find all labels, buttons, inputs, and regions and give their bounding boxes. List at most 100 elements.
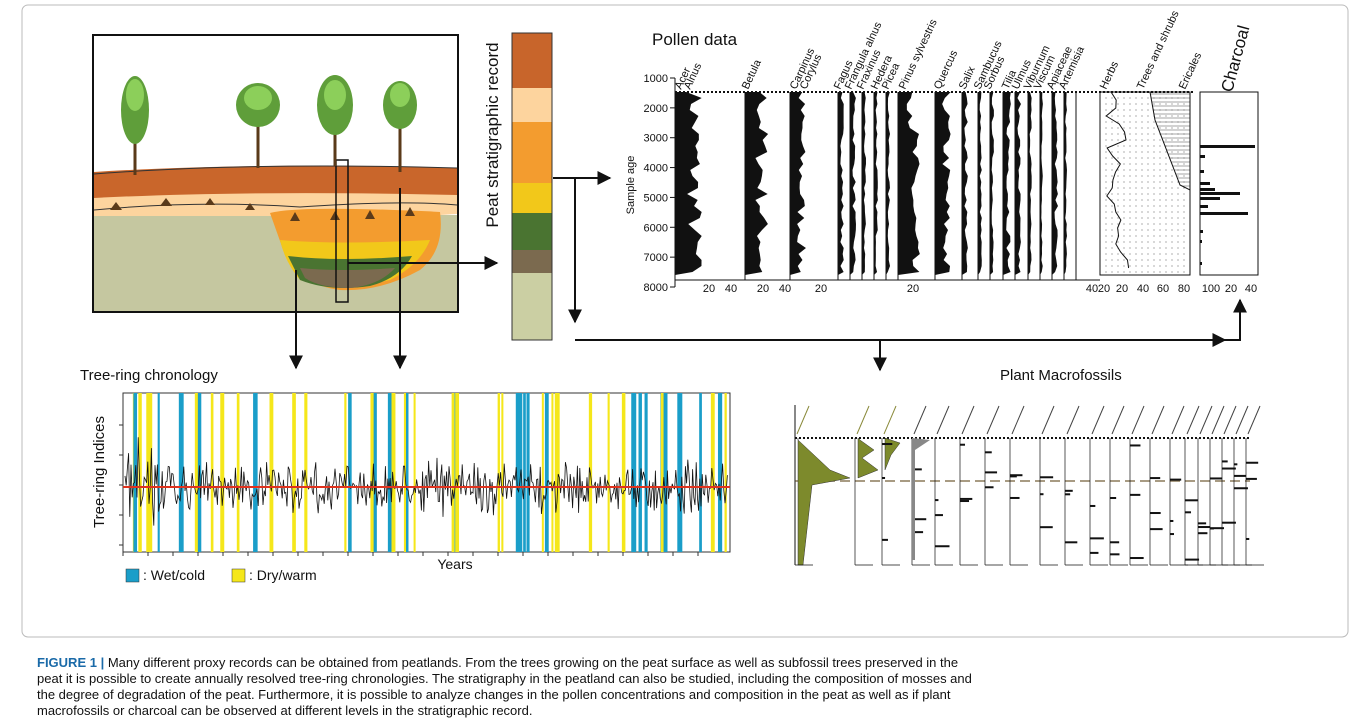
y-tick-label: 6000 [644,222,668,234]
macro-bar [1065,541,1077,543]
wet-band [253,393,258,552]
taxon-label: Ericales [1177,50,1205,91]
column-label-stroke [914,406,926,434]
macro-bar [960,500,969,502]
caption-line: Many different proxy records can be obta… [108,655,958,670]
taxon-label: Trees and shrubs [1135,9,1182,92]
charcoal-bar [1200,262,1202,265]
macro-bar [1090,505,1095,507]
macrofossil-diagram [795,405,1264,565]
caption-line: macrofossils or charcoal can be observed… [37,703,532,718]
x-tick-label: 80 [1178,283,1190,295]
charcoal-bar [1200,230,1203,233]
dry-band [292,393,296,552]
x-tick-label: 40 [725,283,737,295]
wet-band [664,393,668,552]
column-label-stroke [1187,406,1199,434]
y-tick-label: 5000 [644,192,668,204]
pollen-curve [675,92,702,275]
pollen-curve [935,92,951,275]
dry-band [542,393,544,552]
macro-bar [1130,444,1140,446]
macro-bar [1010,475,1017,477]
macro-bar [1170,533,1174,535]
column-label-stroke [1248,406,1260,434]
pollen-curve [962,92,968,275]
column-label-stroke [1172,406,1184,434]
taxon-label: Quercus [932,48,961,91]
macro-bar [1234,463,1237,465]
macro-bar [1040,476,1053,478]
macro-bar [1170,479,1181,481]
caption-line: peat it is possible to create annually r… [37,671,972,686]
macro-bar [1170,520,1173,522]
macro-bar [985,471,997,473]
macro-bar [935,545,949,547]
pollen-curve [1052,92,1058,275]
pollen-curve [790,92,806,275]
column-label-stroke [1092,406,1104,434]
pollen-curve [990,92,994,275]
column-label-stroke [1212,406,1224,434]
taxon-label: Betula [740,57,764,91]
charcoal-bar [1200,240,1202,243]
caption-line: the degree of degradation of the peat. F… [37,687,951,702]
macro-bar [1198,526,1210,528]
x-tick-label: 20 [907,283,919,295]
column-label-stroke [797,406,809,434]
dry-band [555,393,558,552]
dry-band [344,393,346,552]
tree-ring-y-label: Tree-ring Indices [91,416,108,528]
legend-swatch [232,569,245,582]
macro-bar [960,498,972,500]
pollen-curve [874,92,878,275]
stratigraphy-label: Peat stratigraphic record [483,42,502,227]
macro-bar [1110,553,1119,555]
macro-bar [1065,493,1070,495]
pollen-curve [1040,92,1043,275]
column-label-stroke [884,406,896,434]
wet-band [545,393,549,552]
x-tick-label: 100 [1202,283,1220,295]
macro-bar [1010,497,1020,499]
dry-band [220,393,224,552]
pollen-curve [1003,92,1011,275]
wet-band [718,393,722,552]
wet-band [699,393,702,552]
macro-bar [1150,528,1163,530]
dry-band [501,393,503,552]
pollen-curve [978,92,982,275]
macro-area [858,438,878,478]
column-label-stroke [1012,406,1024,434]
macro-bar [1198,522,1206,524]
figure: Peat stratigraphic record Pollen data Sa… [0,0,1355,725]
caption: FIGURE 1 | Many different proxy records … [37,655,958,670]
dry-band [195,393,198,552]
macro-bar [882,477,885,479]
macro-bar [882,539,888,541]
stratigraphic-column [512,33,552,340]
y-tick-label: 4000 [644,163,668,175]
macro-bar [1185,511,1191,513]
macro-bar [985,451,992,453]
pollen-curve [898,92,920,275]
charcoal-bar [1200,170,1204,173]
macro-bar [1090,552,1098,554]
y-tick-label: 7000 [644,252,668,264]
x-tick-label: 20 [1116,283,1128,295]
pollen-curve [1028,92,1032,275]
x-tick-label: 20 [815,283,827,295]
taxon-label: Herbs [1098,59,1121,91]
dry-band [237,393,240,552]
macro-bar [1246,462,1258,464]
column-label-stroke [987,406,999,434]
legend-label: : Dry/warm [249,567,317,583]
macro-area [885,438,900,470]
x-tick-label: 40 [1137,283,1149,295]
tree-ring-title: Tree-ring chronology [80,367,218,384]
macro-bar [1234,475,1246,477]
pollen-title: Pollen data [652,30,738,49]
macro-bar [1246,478,1257,480]
dry-band [455,393,459,552]
column-label-stroke [1132,406,1144,434]
